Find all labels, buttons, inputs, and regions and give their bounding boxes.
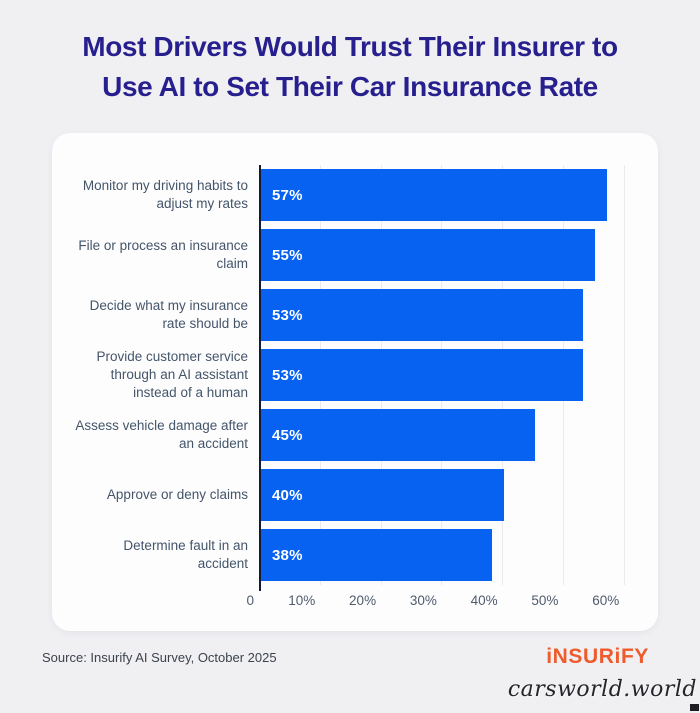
category-label-line: Approve or deny claims — [106, 487, 248, 502]
bar-value-label: 53% — [272, 306, 303, 324]
x-tick-label: 0 — [246, 593, 254, 608]
category-label-line: rate should be — [162, 316, 248, 331]
watermark-text: carsworld.world — [507, 677, 697, 702]
bar: 53% — [261, 349, 584, 401]
category-label-line: instead of a human — [133, 385, 248, 400]
bar-value-label: 55% — [272, 246, 303, 264]
bar: 53% — [261, 289, 584, 341]
corner-artifact — [690, 704, 699, 711]
category-label-line: an accident — [178, 436, 248, 451]
source-attribution: Source: Insurify AI Survey, October 2025 — [42, 650, 277, 665]
category-label-line: claim — [216, 256, 248, 271]
bar-value-label: 57% — [272, 186, 303, 204]
chart-title-line1: Most Drivers Would Trust Their Insurer t… — [82, 31, 618, 62]
x-tick-label: 10% — [288, 593, 316, 608]
category-label: Provide customer service through an AI as… — [52, 345, 248, 405]
category-label: Determine fault in an accident — [52, 525, 248, 585]
category-label-line: Assess vehicle damage after — [75, 418, 248, 433]
bar: 40% — [261, 469, 505, 521]
x-tick-label: 60% — [592, 593, 620, 608]
bar-value-label: 53% — [272, 366, 303, 384]
category-label-line: adjust my rates — [156, 196, 248, 211]
bar-value-label: 45% — [272, 426, 303, 444]
x-tick-label: 20% — [349, 593, 377, 608]
category-label: Decide what my insurance rate should be — [52, 285, 248, 345]
category-label-line: through an AI assistant — [110, 367, 248, 382]
bar: 38% — [261, 529, 492, 581]
category-label: Assess vehicle damage after an accident — [52, 405, 248, 465]
bar-value-label: 40% — [272, 486, 303, 504]
category-label: File or process an insurance claim — [52, 225, 248, 285]
category-label-line: accident — [197, 556, 248, 571]
category-label-line: Decide what my insurance — [89, 298, 248, 313]
chart-card: Monitor my driving habits to adjust my ra… — [52, 133, 658, 631]
category-label-line: Provide customer service — [96, 349, 248, 364]
plot-area: 57% 55% 53% 53% 45% 40% 38% — [259, 165, 645, 591]
category-label: Approve or deny claims — [52, 465, 248, 525]
category-label: Monitor my driving habits to adjust my ra… — [52, 165, 248, 225]
category-labels: Monitor my driving habits to adjust my ra… — [52, 165, 248, 585]
insurify-logo: iNSURiFY — [546, 645, 649, 668]
category-label-line: File or process an insurance — [78, 238, 248, 253]
bar: 45% — [261, 409, 535, 461]
bar-value-label: 38% — [272, 546, 303, 564]
chart-title-line2: Use AI to Set Their Car Insurance Rate — [102, 71, 598, 102]
bar: 57% — [261, 169, 608, 221]
category-label-line: Monitor my driving habits to — [82, 178, 248, 193]
bar: 55% — [261, 229, 596, 281]
x-tick-label: 30% — [409, 593, 437, 608]
chart-title: Most Drivers Would Trust Their Insurer t… — [0, 27, 700, 107]
x-tick-label: 50% — [531, 593, 559, 608]
y-axis-line — [259, 165, 261, 591]
gridline — [623, 165, 625, 585]
x-tick-label: 40% — [470, 593, 498, 608]
x-axis-ticks: 0 10% 20% 30% 40% 50% 60% — [246, 591, 645, 613]
category-label-line: Determine fault in an — [123, 538, 248, 553]
